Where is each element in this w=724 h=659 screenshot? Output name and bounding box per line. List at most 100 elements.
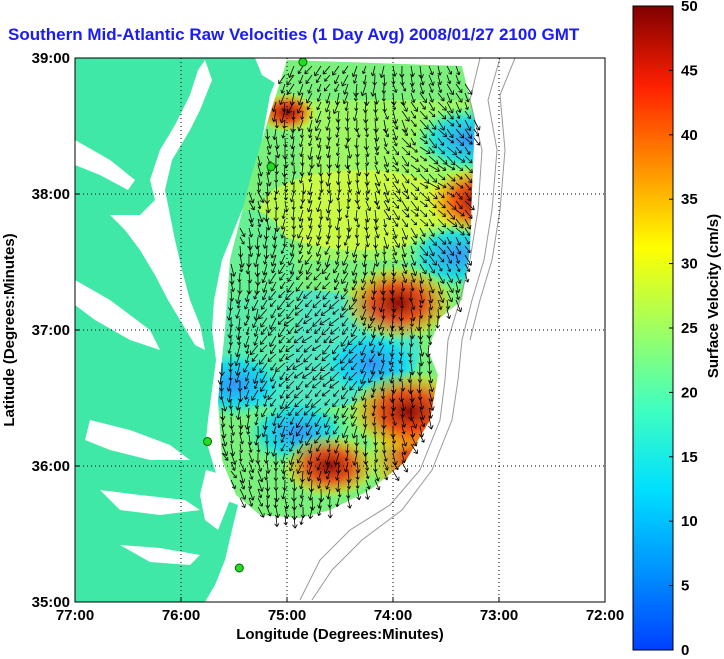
velocity-arrow — [337, 488, 342, 498]
velocity-arrow — [418, 281, 424, 294]
velocity-arrow — [308, 128, 313, 139]
velocity-arrow — [305, 434, 313, 446]
velocity-arrow — [248, 461, 255, 474]
velocity-arrow — [235, 308, 241, 319]
velocity-arrow — [322, 344, 331, 355]
velocity-arrow — [408, 353, 413, 364]
velocity-arrow — [356, 200, 361, 210]
velocity-arrow — [446, 137, 454, 144]
velocity-arrow — [300, 155, 305, 166]
y-axis-label: Latitude (Degrees:Minutes) — [1, 233, 18, 426]
velocity-arrow — [341, 299, 349, 312]
velocity-arrow — [278, 290, 286, 299]
velocity-arrow — [247, 272, 253, 284]
velocity-arrow — [392, 434, 397, 444]
velocity-arrow — [278, 326, 286, 338]
velocity-arrow — [221, 443, 229, 457]
y-tick-label: 39:00 — [32, 50, 70, 67]
velocity-arrow — [286, 389, 295, 399]
velocity-arrow — [356, 128, 361, 138]
velocity-arrow — [283, 182, 289, 193]
velocity-arrow — [325, 209, 331, 221]
velocity-arrow — [400, 299, 405, 309]
velocity-arrow — [400, 380, 406, 392]
velocity-arrow — [410, 245, 415, 255]
velocity-arrow — [281, 101, 287, 112]
velocity-arrow — [280, 245, 286, 254]
velocity-arrow — [344, 452, 349, 462]
velocity-arrow — [464, 236, 470, 245]
velocity-arrow — [268, 290, 277, 301]
velocity-arrow — [419, 200, 428, 208]
velocity-arrow — [374, 443, 379, 453]
velocity-arrow — [317, 479, 322, 489]
velocity-arrow — [280, 281, 286, 290]
velocity-arrow — [248, 218, 254, 228]
velocity-arrow — [377, 317, 385, 330]
velocity-arrow — [358, 335, 367, 346]
velocity-arrow — [325, 92, 331, 104]
colorbar-gradient — [632, 5, 674, 651]
velocity-arrow — [437, 236, 447, 245]
velocity-arrow — [401, 101, 408, 112]
velocity-arrow — [401, 227, 408, 240]
velocity-arrow — [253, 335, 259, 346]
velocity-arrow — [293, 371, 304, 379]
velocity-arrow — [374, 245, 380, 257]
velocity-arrow — [292, 362, 304, 370]
velocity-arrow — [378, 335, 385, 346]
velocity-arrow — [245, 308, 251, 319]
velocity-arrow — [392, 470, 400, 482]
velocity-arrow — [323, 407, 331, 418]
velocity-arrow — [281, 128, 286, 139]
velocity-arrow — [228, 362, 233, 373]
velocity-arrow — [374, 173, 381, 187]
velocity-arrow — [388, 353, 394, 366]
velocity-arrow — [428, 380, 434, 393]
chesapeake-bay — [110, 60, 212, 350]
velocity-arrow — [390, 407, 395, 417]
velocity-arrow — [361, 407, 367, 419]
velocity-arrow — [401, 254, 408, 268]
velocity-arrow — [285, 371, 295, 381]
velocity-arrow — [428, 272, 433, 282]
velocity-arrow — [410, 398, 415, 409]
velocity-arrow — [428, 74, 435, 86]
velocity-arrow — [332, 101, 340, 115]
velocity-arrow — [246, 281, 252, 295]
velocity-arrow — [261, 425, 268, 438]
velocity-arrow — [419, 344, 425, 357]
velocity-arrow — [329, 299, 340, 309]
velocity-arrow — [252, 371, 259, 384]
velocity-arrow — [265, 488, 271, 499]
velocity-arrow — [346, 200, 351, 210]
velocity-arrow — [365, 200, 372, 212]
colorbar-tick-label: 15 — [681, 449, 698, 466]
velocity-arrow — [371, 290, 376, 301]
velocity-arrow — [299, 515, 304, 525]
velocity-arrow — [283, 317, 295, 327]
velocity-arrow — [243, 362, 250, 373]
velocity-arrow — [437, 155, 448, 165]
velocity-arrow — [362, 416, 368, 428]
velocity-arrow — [303, 353, 313, 363]
velocity-arrow — [410, 200, 419, 212]
velocity-arrow — [270, 281, 277, 292]
velocity-arrow — [257, 155, 262, 167]
velocity-arrow — [305, 416, 313, 428]
velocity-arrow — [326, 182, 332, 194]
velocity-arrow — [436, 308, 441, 319]
velocity-arrow — [428, 200, 437, 209]
velocity-arrow — [259, 362, 268, 374]
velocity-arrow — [289, 245, 295, 257]
velocity-arrow — [398, 371, 403, 382]
velocity-arrow — [248, 443, 253, 453]
velocity-arrow — [308, 137, 313, 147]
velocity-arrow — [319, 182, 324, 193]
velocity-arrow — [391, 443, 397, 454]
velocity-arrow — [286, 362, 295, 371]
velocity-arrow — [401, 191, 410, 200]
velocity-arrow — [333, 407, 340, 419]
velocity-arrow — [380, 353, 386, 364]
velocity-arrow — [389, 326, 394, 338]
